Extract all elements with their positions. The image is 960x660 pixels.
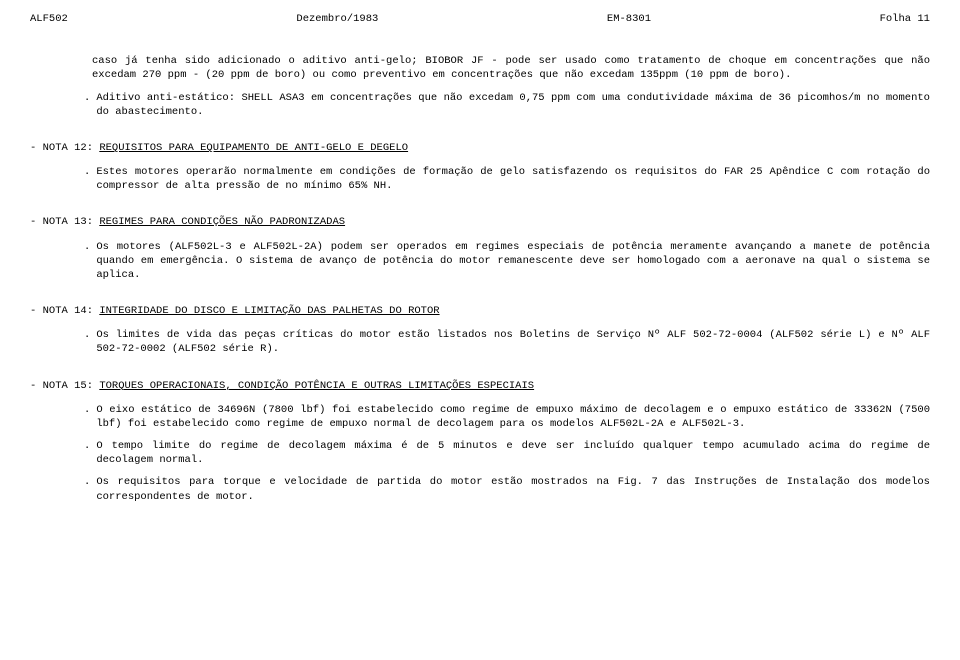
nota15-heading: - NOTA 15: TORQUES OPERACIONAIS, CONDIÇÃ… — [30, 379, 930, 393]
bullet-dot-icon: . — [84, 240, 90, 283]
nota12-title: REQUISITOS PARA EQUIPAMENTO DE ANTI-GELO… — [99, 142, 408, 154]
header-ref: EM-8301 — [607, 12, 651, 26]
bullet-dot-icon: . — [84, 165, 90, 193]
nota13-bullet: . Os motores (ALF502L-3 e ALF502L-2A) po… — [84, 240, 930, 283]
header-page: Folha 11 — [880, 12, 930, 26]
nota15-bullet3-text: Os requisitos para torque e velocidade d… — [96, 475, 930, 503]
nota15-bullet-1: . O eixo estático de 34696N (7800 lbf) f… — [84, 403, 930, 431]
nota13-title: REGIMES PARA CONDIÇÕES NÃO PADRONIZADAS — [99, 216, 345, 228]
intro-paragraph: caso já tenha sido adicionado o aditivo … — [92, 54, 930, 82]
nota15-bullet-3: . Os requisitos para torque e velocidade… — [84, 475, 930, 503]
nota15-section: - NOTA 15: TORQUES OPERACIONAIS, CONDIÇÃ… — [30, 379, 930, 504]
nota14-heading: - NOTA 14: INTEGRIDADE DO DISCO E LIMITA… — [30, 304, 930, 318]
nota13-label: - NOTA 13: — [30, 216, 99, 228]
intro-section: caso já tenha sido adicionado o aditivo … — [30, 54, 930, 119]
header-code: ALF502 — [30, 12, 68, 26]
nota14-section: - NOTA 14: INTEGRIDADE DO DISCO E LIMITA… — [30, 304, 930, 357]
nota14-bullet-text: Os limites de vida das peças críticas do… — [96, 328, 930, 356]
nota15-bullet2-text: O tempo limite do regime de decolagem má… — [96, 439, 930, 467]
bullet-dot-icon: . — [84, 475, 90, 503]
header-date: Dezembro/1983 — [296, 12, 378, 26]
nota14-bullet: . Os limites de vida das peças críticas … — [84, 328, 930, 356]
page-header: ALF502 Dezembro/1983 EM-8301 Folha 11 — [30, 12, 930, 26]
nota12-label: - NOTA 12: — [30, 142, 99, 154]
nota13-section: - NOTA 13: REGIMES PARA CONDIÇÕES NÃO PA… — [30, 215, 930, 282]
nota13-heading: - NOTA 13: REGIMES PARA CONDIÇÕES NÃO PA… — [30, 215, 930, 229]
bullet-dot-icon: . — [84, 439, 90, 467]
nota15-title: TORQUES OPERACIONAIS, CONDIÇÃO POTÊNCIA … — [99, 380, 534, 392]
intro-bullet: . Aditivo anti-estático: SHELL ASA3 em c… — [84, 91, 930, 119]
bullet-dot-icon: . — [84, 328, 90, 356]
nota14-label: - NOTA 14: — [30, 305, 99, 317]
nota12-heading: - NOTA 12: REQUISITOS PARA EQUIPAMENTO D… — [30, 141, 930, 155]
nota12-bullet: . Estes motores operarão normalmente em … — [84, 165, 930, 193]
bullet-dot-icon: . — [84, 91, 90, 119]
nota13-bullet-text: Os motores (ALF502L-3 e ALF502L-2A) pode… — [96, 240, 930, 283]
bullet-dot-icon: . — [84, 403, 90, 431]
nota15-label: - NOTA 15: — [30, 380, 99, 392]
nota12-section: - NOTA 12: REQUISITOS PARA EQUIPAMENTO D… — [30, 141, 930, 194]
nota14-title: INTEGRIDADE DO DISCO E LIMITAÇÃO DAS PAL… — [99, 305, 439, 317]
nota15-bullet1-text: O eixo estático de 34696N (7800 lbf) foi… — [96, 403, 930, 431]
intro-bullet-text: Aditivo anti-estático: SHELL ASA3 em con… — [96, 91, 930, 119]
nota15-bullet-2: . O tempo limite do regime de decolagem … — [84, 439, 930, 467]
nota12-bullet-text: Estes motores operarão normalmente em co… — [96, 165, 930, 193]
